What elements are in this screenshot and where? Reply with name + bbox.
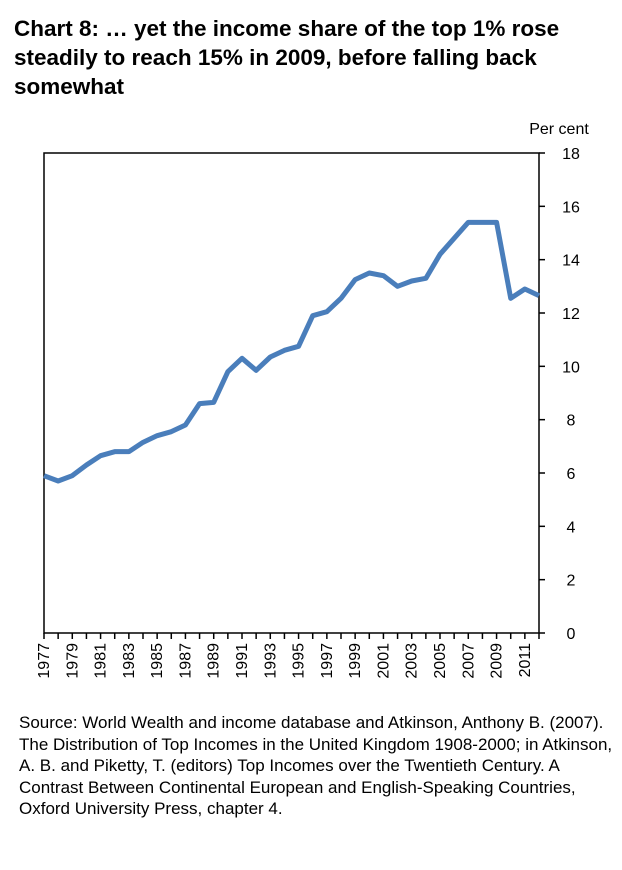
y-axis-label: Per cent	[529, 121, 589, 138]
x-tick-label: 1989	[206, 643, 223, 679]
x-tick-label: 2001	[375, 643, 392, 679]
x-tick-label: 1995	[291, 643, 308, 679]
x-tick-label: 1979	[64, 643, 81, 679]
source-note: Source: World Wealth and income database…	[19, 713, 613, 819]
x-tick-label: 1991	[234, 643, 251, 679]
x-tick-label: 2005	[432, 643, 449, 679]
y-tick-label: 10	[562, 359, 580, 376]
x-tick-label: 1977	[36, 643, 53, 679]
y-tick-label: 16	[562, 199, 580, 216]
x-tick-label: 2003	[404, 643, 421, 679]
x-tick-label: 1997	[319, 643, 336, 679]
x-tick-label: 1987	[177, 643, 194, 679]
plot-frame	[43, 152, 540, 634]
line-chart: 0 2 4 6 8 10 12 14 16 18 Per cent 1977 1979 1981 1983 1…	[36, 121, 589, 679]
x-tick-label: 2011	[517, 643, 534, 678]
x-tick-label: 2009	[489, 643, 506, 679]
y-tick-label: 12	[562, 306, 580, 323]
x-tick-label: 1993	[262, 643, 279, 679]
x-tick-label: 1981	[93, 643, 110, 679]
x-tick-label: 1985	[149, 643, 166, 679]
y-tick-label: 8	[567, 413, 576, 430]
y-tick-label: 18	[562, 146, 580, 163]
y-tick-label: 4	[567, 519, 576, 536]
x-tick-label: 2007	[460, 643, 477, 679]
x-tick-label: 1983	[121, 643, 138, 679]
y-tick-label: 2	[567, 573, 576, 590]
y-tick-label: 0	[567, 626, 576, 643]
chart-title: Chart 8: … yet the income share of the t…	[14, 16, 560, 99]
y-tick-label: 6	[567, 466, 576, 483]
series-line	[43, 219, 541, 484]
x-tick-label: 1999	[347, 643, 364, 679]
y-tick-label: 14	[562, 253, 580, 270]
